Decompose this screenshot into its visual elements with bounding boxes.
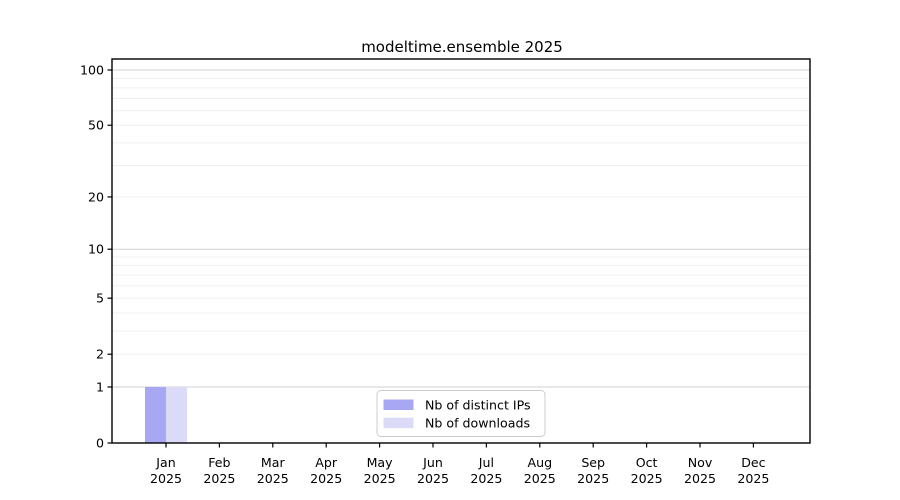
x-tick-label-month: Jul: [478, 455, 494, 470]
x-tick-label-month: May: [367, 455, 394, 470]
x-tick-label-month: Nov: [688, 455, 713, 470]
minor-gridlines: [112, 77, 810, 355]
legend-label-nb-of-distinct-ips: Nb of distinct IPs: [425, 398, 531, 413]
x-tick-label-year: 2025: [631, 471, 663, 486]
x-tick-label-year: 2025: [470, 471, 502, 486]
x-tick-label-month: Sep: [581, 455, 605, 470]
y-tick-label: 50: [88, 118, 104, 133]
y-tick-label: 5: [96, 291, 104, 306]
x-tick-label-year: 2025: [524, 471, 556, 486]
x-tick-label-year: 2025: [577, 471, 609, 486]
chart-title: modeltime.ensemble 2025: [361, 38, 563, 56]
x-tick-label-year: 2025: [417, 471, 449, 486]
plot-border: [111, 58, 811, 444]
y-tick-label: 100: [80, 62, 104, 77]
bar-nb-of-downloads-jan: [166, 386, 187, 443]
x-tick-label-year: 2025: [684, 471, 716, 486]
x-tick-label-month: Aug: [528, 455, 553, 470]
x-tick-label-year: 2025: [203, 471, 235, 486]
y-tick-label: 20: [88, 189, 104, 204]
y-tick-label: 0: [96, 435, 104, 450]
legend: Nb of distinct IPs Nb of downloads: [376, 390, 546, 437]
x-tick-label-month: Apr: [315, 455, 338, 470]
legend-box: [376, 390, 546, 437]
bar-nb-of-distinct-ips-jan: [145, 386, 166, 443]
x-tick-label-month: Jan: [155, 455, 175, 470]
x-tick-label-year: 2025: [364, 471, 396, 486]
x-axis: Jan2025Feb2025Mar2025Apr2025May2025Jun20…: [150, 443, 769, 486]
legend-swatch-nb-of-downloads: [383, 417, 414, 429]
x-tick-label-year: 2025: [150, 471, 182, 486]
bars-group: [145, 386, 187, 443]
x-tick-label-month: Dec: [741, 455, 765, 470]
y-tick-label: 10: [88, 242, 104, 257]
legend-label-nb-of-downloads: Nb of downloads: [425, 416, 530, 431]
legend-swatch-nb-of-distinct-ips: [383, 399, 414, 410]
x-tick-label-month: Oct: [636, 455, 658, 470]
y-tick-label: 1: [96, 379, 104, 394]
y-tick-label: 2: [96, 347, 104, 362]
x-tick-label-month: Jun: [422, 455, 443, 470]
x-tick-label-year: 2025: [737, 471, 769, 486]
x-tick-label-year: 2025: [310, 471, 342, 486]
x-tick-label-month: Feb: [208, 455, 230, 470]
x-tick-label-month: Mar: [261, 455, 286, 470]
major-gridlines: [112, 69, 810, 388]
x-tick-label-year: 2025: [257, 471, 289, 486]
